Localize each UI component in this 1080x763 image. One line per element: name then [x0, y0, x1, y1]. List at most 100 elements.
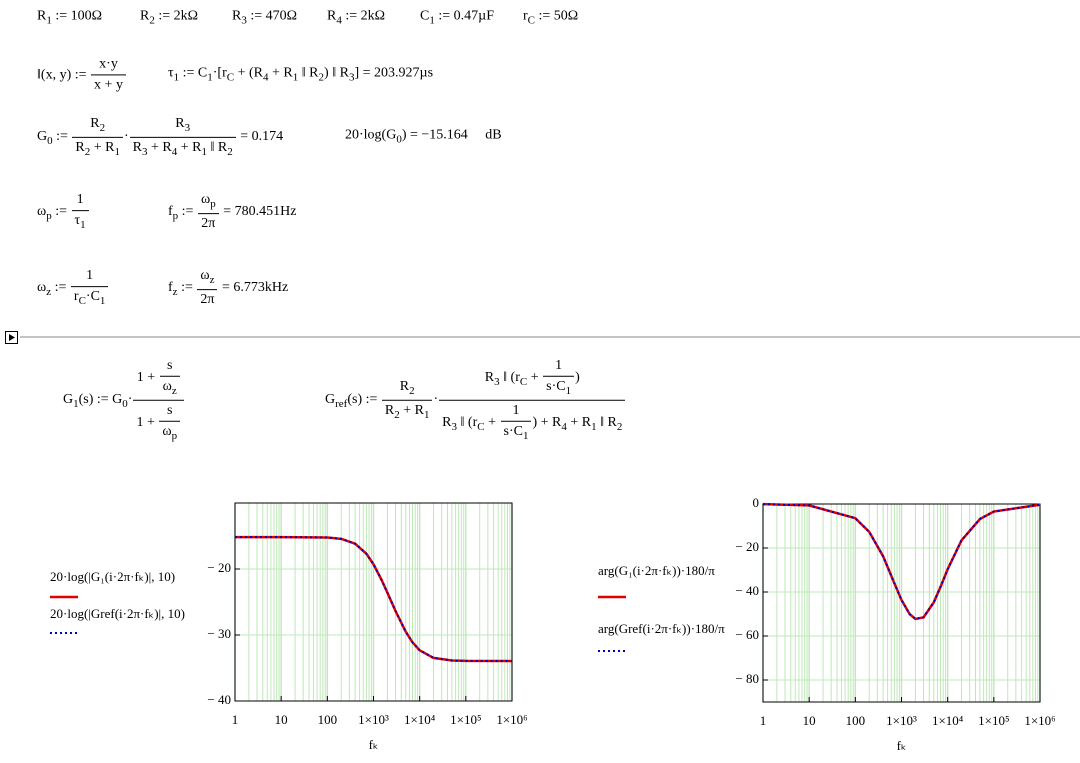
- subscript: z: [173, 286, 178, 298]
- subscript: 1: [429, 15, 435, 27]
- denominator: rC·C1: [71, 287, 109, 308]
- fraction: R2 R2 + R1: [381, 378, 433, 422]
- subscript: 0: [47, 135, 53, 147]
- math-group: C1 := 0.47µF: [420, 9, 494, 27]
- subscript: 3: [349, 72, 355, 84]
- numerator: R2: [381, 378, 433, 401]
- y-tick-label: − 40: [735, 583, 759, 598]
- math-text: R: [75, 139, 85, 155]
- denominator: R2 + R1: [382, 401, 433, 422]
- x-tick-label: 1×10⁶: [1024, 713, 1055, 728]
- math-text: = 0.174: [236, 129, 284, 145]
- equation: R4 := 2kΩ: [327, 9, 385, 28]
- math-group: R3: [175, 115, 191, 134]
- math-text: (s) :=: [347, 392, 381, 408]
- x-tick-label: 1: [232, 712, 239, 727]
- math-group: ωp := 1 τ1: [37, 192, 90, 231]
- math-group: s·C1: [504, 424, 529, 442]
- math-text: ω: [162, 378, 172, 394]
- math-group: ‖(x, y) := x·y x + y: [37, 56, 127, 93]
- math-text: ) = −15.164 dB: [401, 127, 502, 143]
- math-group: G0 := R2 R2 + R1 · R3 R3 + R4 + R1 ‖ R2 = 0.…: [37, 116, 284, 158]
- fraction: s ωp: [159, 403, 181, 443]
- math-text: ·: [433, 392, 439, 408]
- subscript: 1: [566, 385, 572, 397]
- math-text: := 2kΩ: [154, 8, 199, 24]
- fraction: 1 s·C1: [543, 358, 575, 398]
- math-text: 0: [47, 135, 53, 148]
- fraction: s ωz: [159, 358, 180, 398]
- subscript: 1: [100, 295, 106, 307]
- math-text: ‖ (r: [457, 414, 478, 430]
- math-text: 2π: [200, 291, 215, 307]
- subscript: 1: [174, 72, 180, 84]
- numerator: s: [159, 358, 180, 377]
- subscript: 1: [293, 72, 299, 84]
- math-text: = 780.451Hz: [219, 204, 297, 220]
- math-text: 1: [73, 398, 79, 411]
- math-text: 3: [451, 420, 458, 433]
- subscript: 3: [185, 122, 191, 134]
- math-text: + R: [268, 65, 293, 81]
- math-text: 2: [149, 14, 155, 27]
- math-text: 1: [591, 420, 597, 433]
- subscript: 1: [73, 398, 79, 410]
- legend-label: arg(Gref(i·2π·fₖ))·180/π: [598, 621, 725, 636]
- math-text: 2: [318, 71, 325, 84]
- math-text: 1: [46, 14, 52, 27]
- subscript: 2: [100, 122, 106, 134]
- subscript: 1: [523, 430, 529, 442]
- math-text: p: [172, 210, 179, 223]
- series-line: [762, 503, 1041, 621]
- math-text: C: [226, 71, 235, 84]
- fraction: R3 ‖ (rC + 1 s·C1) R3 ‖ (rC + 1 s·C1) + R4 …: [439, 358, 626, 443]
- subscript: p: [46, 210, 52, 222]
- math-text: 1: [207, 71, 213, 84]
- math-text: R: [175, 115, 185, 131]
- math-group: ωz := 1 rC·C1: [37, 268, 109, 307]
- subscript: C: [520, 376, 527, 388]
- math-text: G: [325, 392, 336, 408]
- numerator: ωp: [197, 192, 219, 214]
- math-text: 4: [561, 420, 567, 433]
- math-text: R: [327, 8, 337, 24]
- y-tick-label: − 40: [207, 692, 231, 707]
- fraction: R3 R3 + R4 + R1 ‖ R2: [129, 115, 236, 158]
- math-group: ωp: [162, 424, 177, 442]
- equation: τ1 := C1·[rC + (R4 + R1 ‖ R2) ‖ R3] = 20…: [168, 66, 433, 85]
- math-text: 3: [184, 121, 191, 134]
- math-group: R2 + R1: [75, 139, 120, 158]
- math-text: := 470Ω: [246, 8, 298, 24]
- denominator: ωz: [160, 377, 180, 398]
- x-tick-label: 1×10⁵: [978, 713, 1009, 728]
- math-text: 3: [241, 14, 247, 27]
- math-text: ‖ (r: [499, 369, 520, 385]
- series-line: [234, 536, 513, 663]
- x-axis-label: fₖ: [369, 737, 379, 752]
- equation: G0 := R2 R2 + R1 · R3 R3 + R4 + R1 ‖ R2 = 0.…: [37, 116, 283, 158]
- subscript: z: [172, 385, 177, 397]
- x-tick-label: 1×10³: [886, 713, 917, 728]
- math-text: 4: [336, 14, 342, 27]
- x-tick-label: 10: [803, 713, 816, 728]
- math-text: 2: [394, 408, 400, 421]
- subscript: 1: [80, 219, 86, 231]
- numerator: x·y: [91, 56, 126, 76]
- math-text: R: [140, 8, 150, 24]
- subscript: 4: [263, 72, 269, 84]
- math-text: 2: [409, 384, 415, 397]
- math-text: f: [168, 280, 173, 296]
- x-tick-label: 1×10⁶: [496, 712, 527, 727]
- denominator: 2π: [198, 214, 219, 232]
- math-text: ω: [200, 268, 210, 284]
- math-text: R: [399, 378, 410, 394]
- math-text: 1: [512, 402, 520, 418]
- subscript: 1: [46, 15, 52, 27]
- math-text: z: [46, 286, 52, 299]
- denominator: R3 ‖ (rC + 1 s·C1) + R4 + R1 ‖ R2: [439, 401, 625, 443]
- math-text: 1 +: [136, 369, 159, 385]
- math-text: ω: [37, 204, 47, 220]
- x-tick-label: 10: [275, 712, 288, 727]
- math-text: 3: [348, 71, 355, 84]
- math-group: 1 + s ωp: [136, 403, 181, 442]
